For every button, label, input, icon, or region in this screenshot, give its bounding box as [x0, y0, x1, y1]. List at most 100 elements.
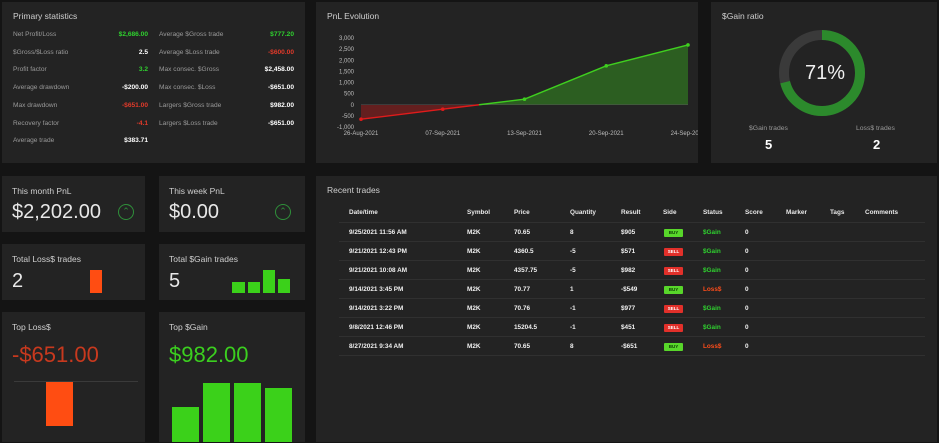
stat-label: Average trade [13, 137, 55, 145]
cell-symbol: M2K [467, 343, 481, 350]
cell-symbol: M2K [467, 286, 481, 293]
cell-result: $571 [621, 248, 636, 255]
stat-label: Recovery factor [13, 119, 60, 127]
y-tick-label: 2,500 [339, 47, 355, 53]
cell-status: $Gain [703, 248, 721, 255]
column-header[interactable]: Date/time [349, 209, 378, 216]
cell-status: $Gain [703, 305, 721, 312]
cell-qty: 8 [570, 229, 574, 236]
gain-trades-count: 5 [765, 137, 773, 152]
stat-label: Average drawdown [13, 84, 70, 92]
cell-price: 70.77 [514, 286, 530, 293]
stat-label: Max consec. $Gross [159, 66, 220, 74]
pnl-data-point [604, 64, 609, 68]
stat-value: 2.5 [138, 48, 148, 56]
x-tick-label: 13-Sep-2021 [507, 131, 542, 137]
total-gain-trades-value: 5 [169, 270, 181, 292]
cell-score: 0 [745, 305, 749, 312]
stat-value: $383.71 [124, 137, 148, 145]
pnl-data-point [359, 117, 363, 122]
stat-label: $Gross/$Loss ratio [13, 48, 69, 56]
y-tick-label: 2,000 [339, 58, 355, 64]
cell-result: $451 [621, 324, 636, 331]
total-gain-trades-card: Total $Gain trades 5 [159, 244, 305, 300]
pnl-negative-area [361, 104, 480, 120]
pnl-data-point [440, 107, 445, 111]
row-divider [339, 317, 925, 318]
column-header[interactable]: Price [514, 209, 530, 216]
gain-bar [172, 407, 199, 442]
stat-label: Profit factor [13, 66, 47, 74]
gain-trades-label: $Gain trades [749, 125, 788, 132]
stat-label: Average $Loss trade [159, 48, 220, 56]
top-gain-card: Top $Gain $982.00 [159, 312, 305, 442]
this-week-pnl-title: This week PnL [169, 186, 225, 196]
donut-gain-arc [779, 30, 865, 116]
total-loss-trades-card: Total Loss$ trades 2 [2, 244, 145, 300]
cell-result: $982 [621, 267, 636, 274]
column-header[interactable]: Symbol [467, 209, 491, 216]
recent-trades-title: Recent trades [327, 185, 380, 195]
column-header[interactable]: Side [663, 209, 677, 216]
row-divider [339, 355, 925, 356]
top-loss-card: Top Loss$ -$651.00 [2, 312, 145, 442]
stat-value: $982.00 [270, 101, 294, 109]
top-gain-value: $982.00 [169, 342, 249, 367]
pnl-data-point [686, 43, 690, 47]
stat-value: -$651.00 [267, 84, 294, 92]
cell-qty: -5 [570, 267, 576, 274]
stat-value: 3.2 [138, 66, 148, 74]
row-divider [339, 336, 925, 337]
stat-label: Max consec. $Loss [159, 84, 216, 92]
stat-value: $777.20 [270, 31, 294, 38]
chevron-up-icon[interactable]: ⌃ [275, 204, 291, 220]
cell-date: 9/21/2021 12:43 PM [349, 248, 407, 255]
cell-price: 70.65 [514, 343, 530, 350]
y-tick-label: 1,000 [339, 81, 355, 87]
column-header[interactable]: Marker [786, 209, 807, 216]
cell-score: 0 [745, 286, 749, 293]
cell-result: -$549 [621, 286, 638, 293]
stat-label: Net Profit/Loss [13, 31, 57, 38]
chevron-up-icon[interactable]: ⌃ [118, 204, 134, 220]
top-loss-title: Top Loss$ [12, 322, 51, 332]
cell-date: 9/8/2021 12:46 PM [349, 324, 404, 331]
loss-mini-bar [90, 270, 102, 293]
cell-price: 4360.5 [514, 248, 534, 255]
top-gain-title: Top $Gain [169, 322, 208, 332]
pnl-positive-line [478, 44, 689, 106]
column-header[interactable]: Comments [865, 209, 899, 216]
this-month-pnl-card: This month PnL $2,202.00 ⌃ [2, 176, 145, 232]
stat-label: Max drawdown [13, 101, 58, 109]
sell-badge: SELL [664, 323, 683, 332]
cell-symbol: M2K [467, 248, 481, 255]
total-gain-trades-title: Total $Gain trades [169, 254, 238, 264]
stat-label: Largers $Gross trade [159, 101, 222, 109]
row-divider [339, 241, 925, 242]
sell-badge: SELL [664, 247, 683, 256]
primary-statistics-title: Primary statistics [13, 11, 78, 21]
cell-status: $Gain [703, 229, 721, 236]
cell-score: 0 [745, 267, 749, 274]
buy-badge: BUY [664, 285, 683, 294]
gain-bar [234, 383, 261, 442]
column-header[interactable]: Tags [830, 209, 845, 216]
gain-ratio-title: $Gain ratio [722, 11, 764, 21]
column-header[interactable]: Quantity [570, 209, 596, 216]
column-header[interactable]: Score [745, 209, 763, 216]
row-divider [339, 260, 925, 261]
gain-mini-bar [232, 282, 245, 293]
column-header[interactable]: Result [621, 209, 641, 216]
cell-symbol: M2K [467, 324, 481, 331]
cell-date: 9/14/2021 3:22 PM [349, 305, 404, 312]
cell-symbol: M2K [467, 267, 481, 274]
y-tick-label: 1,500 [339, 69, 355, 75]
cell-date: 9/14/2021 3:45 PM [349, 286, 404, 293]
cell-result: $977 [621, 305, 636, 312]
cell-score: 0 [745, 324, 749, 331]
row-divider [339, 279, 925, 280]
column-header[interactable]: Status [703, 209, 723, 216]
y-tick-label: -500 [342, 114, 355, 120]
cell-score: 0 [745, 343, 749, 350]
cell-date: 8/27/2021 9:34 AM [349, 343, 404, 350]
